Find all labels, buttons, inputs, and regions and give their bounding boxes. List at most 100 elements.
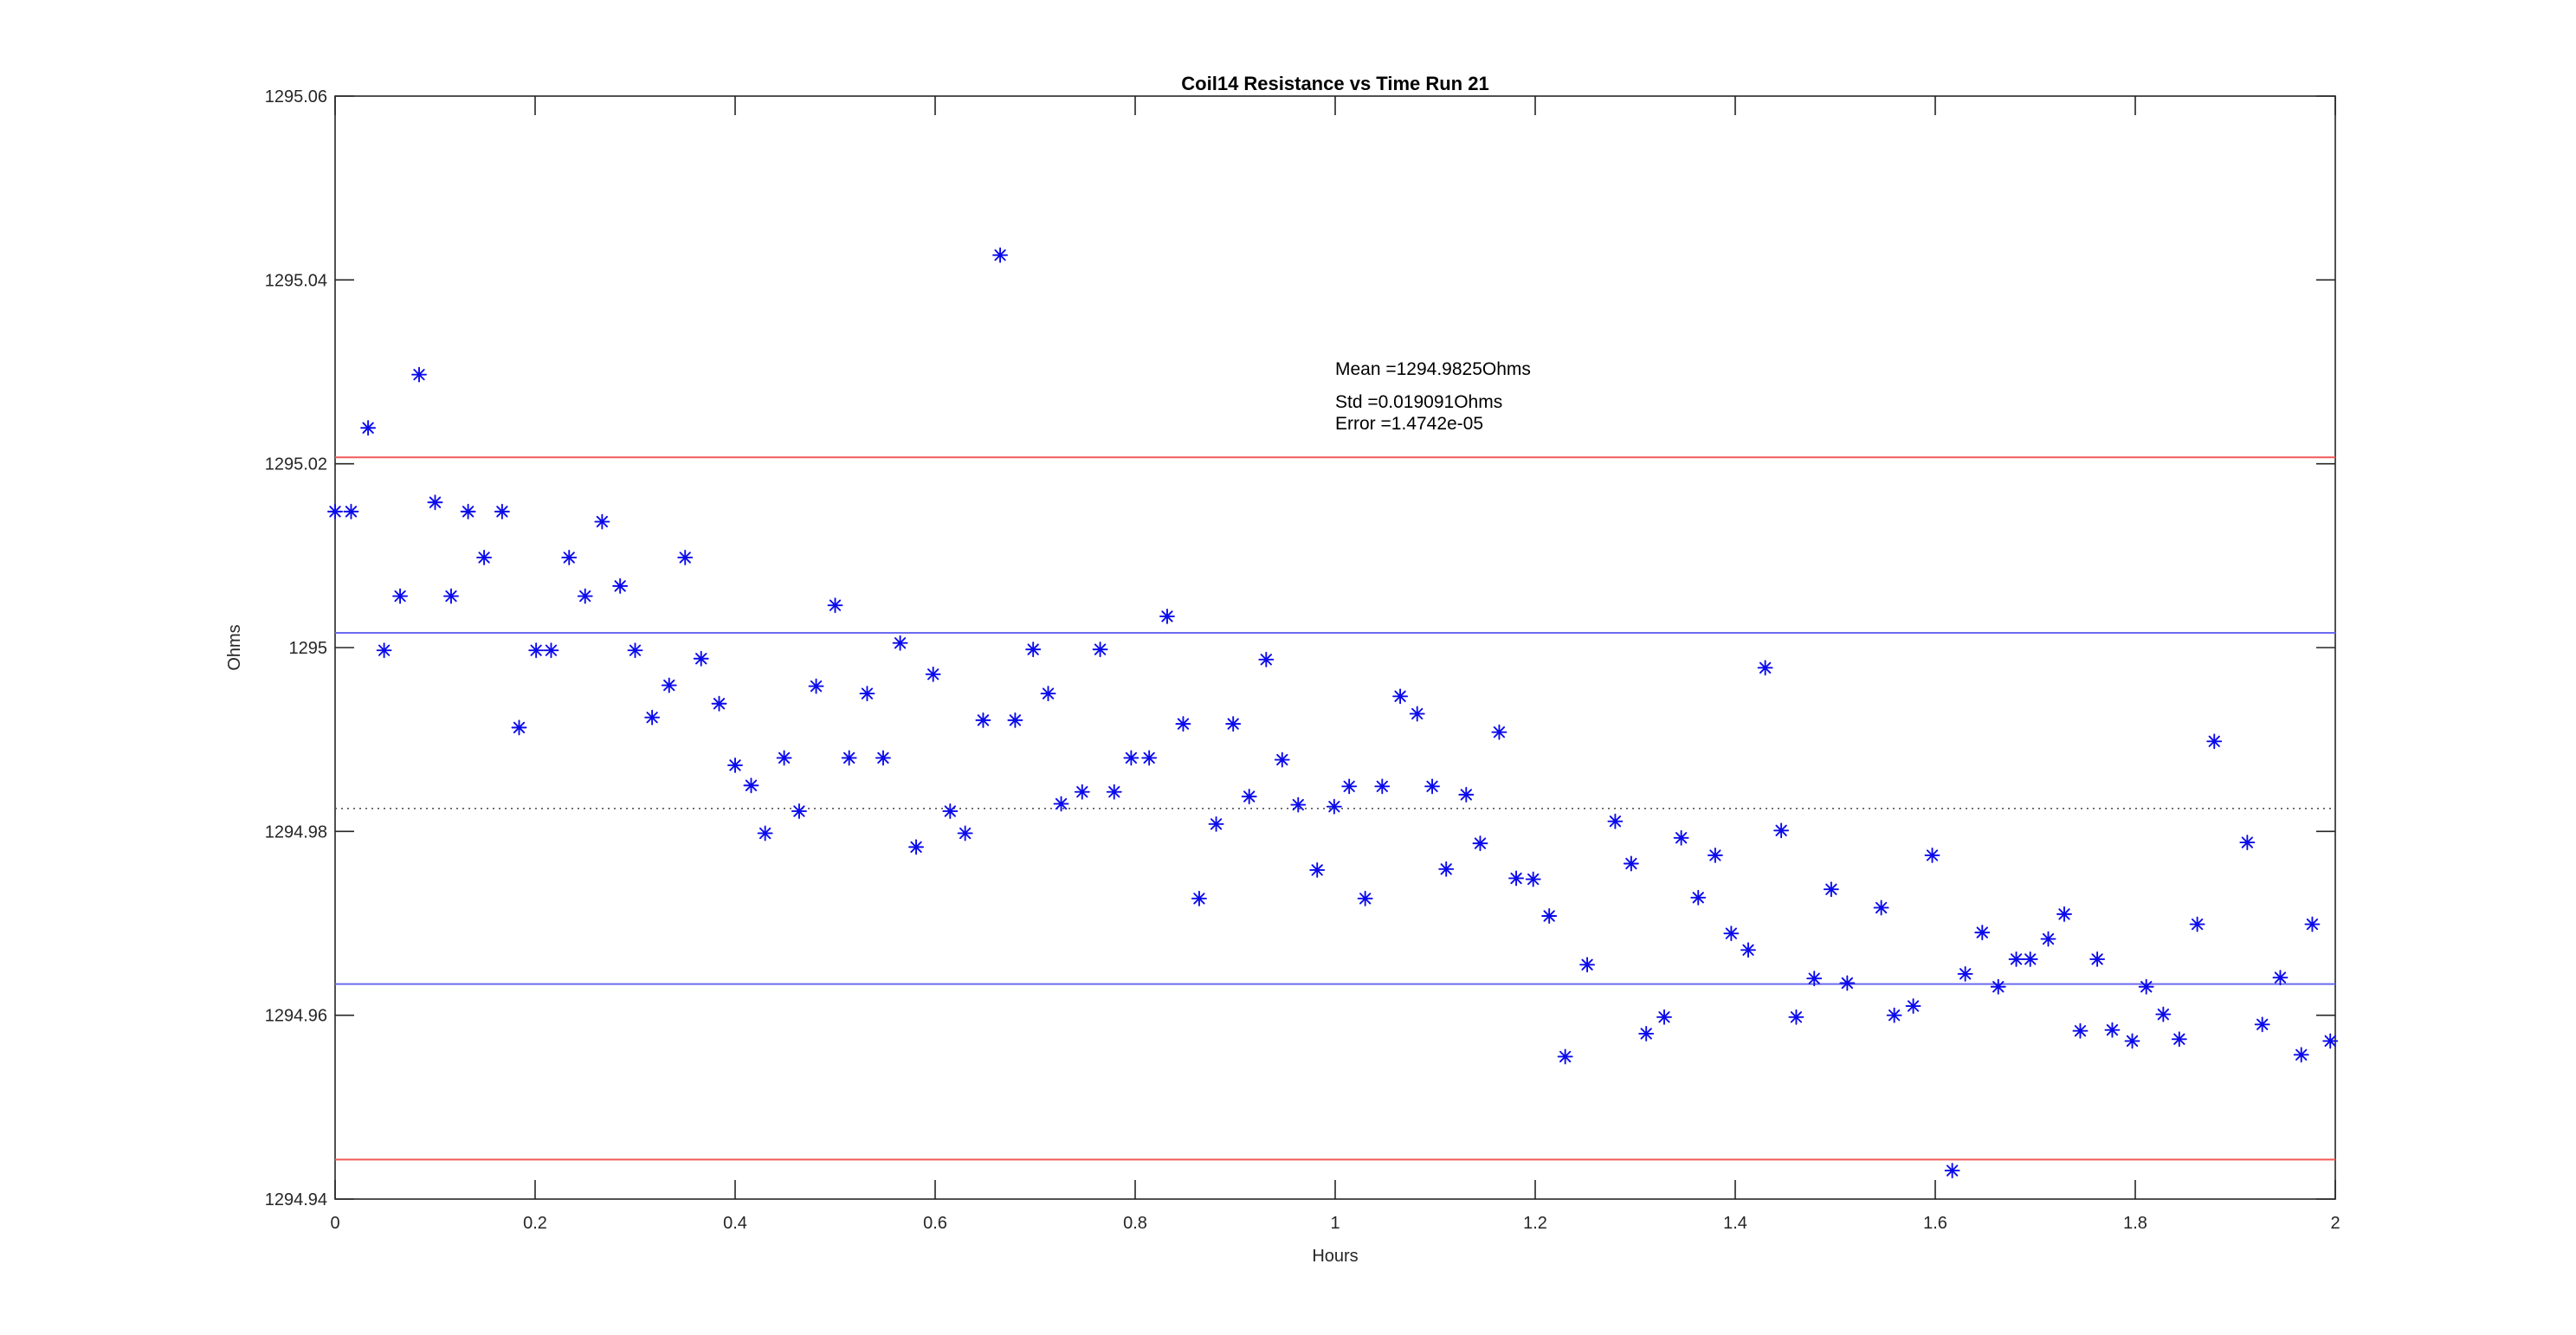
data-point-marker <box>1123 750 1140 766</box>
data-point-marker <box>1788 1009 1804 1025</box>
y-tick-label: 1294.98 <box>265 822 327 842</box>
data-point-marker <box>1025 642 1042 658</box>
annotation-mean: Mean =1294.9825Ohms <box>1335 359 1531 379</box>
data-point-marker <box>1656 1009 1672 1025</box>
data-point-marker <box>1974 925 1991 941</box>
data-point-marker <box>2293 1047 2309 1063</box>
data-point-marker <box>1990 978 2006 995</box>
data-point-marker <box>2304 916 2321 932</box>
data-point-marker <box>2171 1031 2187 1048</box>
data-point-marker <box>693 650 709 667</box>
data-point-marker <box>2040 931 2056 947</box>
data-point-marker <box>1740 942 1756 958</box>
y-axis-label: Ohms <box>225 624 244 670</box>
data-point-marker <box>2239 835 2256 851</box>
data-point-marker <box>1392 688 1409 705</box>
data-point-marker <box>776 750 792 766</box>
y-tick-label: 1294.96 <box>265 1007 327 1026</box>
x-tick-label: 0.6 <box>923 1214 947 1233</box>
data-point-marker <box>392 588 409 604</box>
data-point-marker <box>1159 608 1175 624</box>
data-point-marker <box>1092 642 1108 658</box>
data-point-marker <box>2022 951 2038 967</box>
data-point-marker <box>1309 861 1326 878</box>
data-point-marker <box>327 503 343 519</box>
data-point-marker <box>494 503 510 519</box>
data-point-marker <box>2206 733 2223 750</box>
data-point-marker <box>1757 660 1773 676</box>
data-point-marker <box>1374 778 1391 795</box>
data-point-marker <box>1290 796 1307 813</box>
data-point-marker <box>892 635 908 651</box>
data-point-marker <box>2104 1022 2121 1038</box>
data-point-marker <box>1623 855 1639 872</box>
data-point-marker <box>1191 890 1207 906</box>
x-tick-label: 1 <box>1330 1214 1340 1233</box>
data-point-marker <box>727 757 743 773</box>
data-point-marker <box>1274 751 1290 768</box>
data-point-marker <box>1458 786 1475 803</box>
data-point-marker <box>1258 651 1275 668</box>
data-point-marker <box>1773 822 1790 839</box>
data-point-marker <box>757 825 773 842</box>
data-point-marker <box>343 503 359 519</box>
data-point-marker <box>1957 965 1973 982</box>
data-point-marker <box>2056 906 2072 922</box>
data-point-marker <box>1673 829 1689 846</box>
tick-labels: 0 0.2 0.4 0.6 0.8 1 1.2 1.4 1.6 1.8 2 1294.94 1294.9… <box>265 87 2340 1233</box>
data-point-marker <box>1040 686 1056 702</box>
data-point-marker <box>2072 1022 2089 1039</box>
data-point-marker <box>908 839 925 855</box>
data-point-marker <box>2272 970 2289 986</box>
data-point-marker <box>2124 1033 2140 1049</box>
data-point-marker <box>1638 1025 1655 1042</box>
data-point-marker <box>827 597 843 614</box>
data-point-marker <box>661 677 677 693</box>
data-point-marker <box>443 588 459 604</box>
x-tick-label: 0.2 <box>523 1214 547 1233</box>
x-axis-label: Hours <box>1312 1247 1358 1266</box>
data-point-marker <box>1175 716 1191 732</box>
data-point-marker <box>511 719 527 736</box>
data-point-marker <box>1225 716 1242 732</box>
data-point-marker <box>1690 889 1707 906</box>
x-tick-label: 1.2 <box>1523 1214 1547 1233</box>
data-point-marker <box>528 642 545 659</box>
data-point-marker <box>1472 835 1488 852</box>
y-tick-label: 1295.04 <box>265 271 327 290</box>
data-point-marker <box>2138 978 2154 995</box>
data-point-marker <box>1579 957 1596 973</box>
data-point-marker <box>711 695 727 712</box>
y-tick-label: 1295 <box>289 639 328 658</box>
data-point-marker <box>411 366 427 383</box>
data-point-marker <box>942 803 959 819</box>
x-tick-label: 0.4 <box>723 1214 747 1233</box>
data-point-marker <box>992 247 1009 263</box>
x-tick-label: 1.8 <box>2123 1214 2147 1233</box>
annotation-std: Std =0.019091Ohms <box>1335 392 1502 412</box>
data-point-marker <box>808 678 824 694</box>
data-point-marker <box>644 709 661 726</box>
data-point-marker <box>1525 871 1541 887</box>
data-point-marker <box>1438 861 1455 877</box>
data-point-marker <box>460 503 476 519</box>
data-point-marker <box>1905 998 1921 1014</box>
data-point-marker <box>1886 1007 1902 1023</box>
data-point-marker <box>1141 750 1158 766</box>
data-point-markers <box>327 247 2339 1179</box>
data-point-marker <box>1208 816 1224 832</box>
data-point-marker <box>1357 890 1373 906</box>
data-point-marker <box>677 550 694 565</box>
data-point-marker <box>1074 784 1090 800</box>
data-point-marker <box>875 750 891 766</box>
axes-box <box>334 95 2336 1200</box>
chart-title: Coil14 Resistance vs Time Run 21 <box>1181 73 1488 94</box>
data-point-marker <box>2089 951 2106 967</box>
data-point-marker <box>841 750 857 766</box>
data-point-marker <box>1241 789 1257 804</box>
data-point-marker <box>1007 712 1023 728</box>
data-point-marker <box>594 513 610 530</box>
y-tick-label: 1294.94 <box>265 1190 327 1209</box>
